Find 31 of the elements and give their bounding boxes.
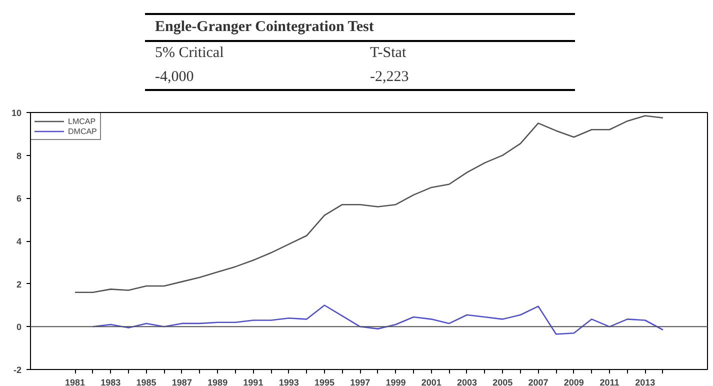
legend-label: DMCAP — [68, 126, 97, 136]
y-tick-label: 8 — [16, 150, 22, 161]
x-tick-label: 2003 — [456, 378, 478, 386]
y-tick-label: -2 — [14, 365, 22, 375]
x-tick-label: 1985 — [136, 378, 156, 386]
x-tick-label: 1995 — [314, 378, 334, 386]
y-tick-label: 6 — [16, 194, 22, 204]
text: -2,223 — [360, 66, 575, 90]
x-tick-label: 1991 — [243, 378, 264, 386]
x-tick-label: 1989 — [208, 378, 228, 386]
x-tick-label: 1983 — [100, 378, 121, 386]
text: Engle-Granger Cointegration Test — [145, 14, 575, 42]
x-tick-label: 2001 — [421, 378, 442, 386]
y-tick-label: 2 — [16, 279, 22, 290]
text: -4,000 — [145, 66, 360, 90]
text: T-Stat — [369, 44, 408, 64]
x-tick-label: 2013 — [635, 378, 656, 386]
x-tick-label: 2005 — [492, 378, 513, 386]
x-tick-label: 2007 — [528, 378, 548, 386]
x-tick-label: 1987 — [172, 378, 192, 386]
x-tick-label: 1999 — [386, 378, 406, 386]
y-tick-label: 0 — [16, 322, 22, 332]
y-tick-label: 10 — [11, 108, 22, 118]
x-tick-label: 1981 — [65, 378, 86, 386]
x-tick-label: 2011 — [600, 378, 620, 386]
x-tick-label: 1997 — [350, 378, 370, 386]
y-tick-label: 4 — [16, 236, 22, 246]
legend-label: LMCAP — [68, 116, 96, 126]
x-tick-label: 1993 — [278, 378, 299, 386]
x-tick-label: 2009 — [564, 378, 584, 386]
text: 5% Critical — [154, 44, 225, 64]
